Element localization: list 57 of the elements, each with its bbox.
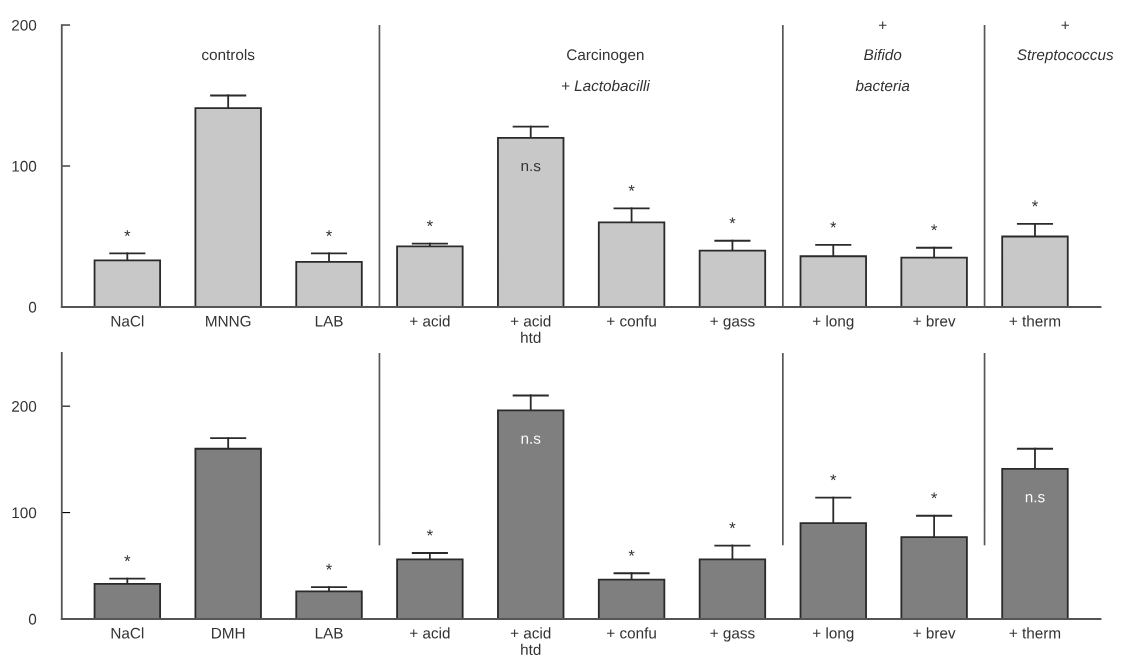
x-tick-label: + gass [710, 317, 755, 330]
annotation: + Lactobacilli [561, 79, 651, 92]
bar [93, 582, 162, 619]
annotation: controls [202, 48, 255, 61]
annotation: * [124, 230, 131, 236]
annotation: + [1061, 21, 1069, 30]
bar [396, 558, 464, 619]
y-tick-label: 200 [12, 19, 37, 31]
x-tick-label: + therm [1009, 627, 1061, 639]
y-tick-label: 100 [12, 507, 37, 519]
x-tick-label: + acid [410, 315, 450, 327]
annotation: * [124, 555, 131, 562]
x-tick-label: + brev [913, 627, 956, 639]
annotation: n.s [521, 435, 541, 444]
annotation: * [830, 474, 837, 481]
x-tick-label: DMH [212, 627, 245, 639]
x-tick-label: LAB [315, 627, 343, 639]
annotation: Bifido [864, 48, 902, 61]
annotation: * [426, 529, 433, 536]
x-tick-label: MNNG [206, 315, 251, 327]
x-tick-label: NaCl [111, 315, 144, 327]
annotation: n.s [1025, 494, 1045, 503]
x-tick-label: + acid htd [510, 627, 551, 656]
x-tick-label: + long [813, 315, 854, 330]
y-tick-label: 100 [12, 160, 37, 172]
x-tick-label: + confu [607, 627, 656, 639]
bar [597, 578, 666, 619]
annotation: + [878, 21, 887, 30]
bar [295, 590, 363, 619]
annotation: * [931, 492, 938, 499]
x-tick-label: + therm [1009, 315, 1061, 327]
x-tick-label: + gass [710, 629, 755, 642]
y-tick-label: 200 [12, 401, 37, 412]
y-tick-label: 0 [28, 613, 37, 625]
x-tick-label: NaCl [111, 627, 144, 639]
y-tick-label: 0 [28, 301, 37, 313]
annotation: * [628, 185, 635, 191]
annotation: * [931, 224, 938, 231]
annotation: n.s [521, 162, 541, 172]
bar [396, 245, 464, 307]
annotation: Streptococcus [1017, 49, 1114, 64]
x-tick-label: + acid [410, 627, 450, 639]
annotation: Carcinogen [567, 48, 644, 64]
x-tick-label: + confu [607, 315, 656, 327]
x-tick-label: + brev [913, 315, 956, 327]
x-tick-label: + acid htd [510, 315, 551, 343]
x-tick-label: + long [813, 627, 854, 642]
annotation: * [326, 230, 333, 236]
annotation: * [830, 221, 837, 228]
x-tick-label: LAB [315, 315, 343, 327]
annotation: * [729, 217, 736, 224]
annotation: * [729, 522, 736, 529]
annotation: * [628, 549, 635, 556]
annotation: * [426, 220, 433, 227]
annotation: * [1032, 200, 1038, 207]
annotation: * [326, 563, 333, 570]
annotation: bacteria [855, 79, 910, 92]
